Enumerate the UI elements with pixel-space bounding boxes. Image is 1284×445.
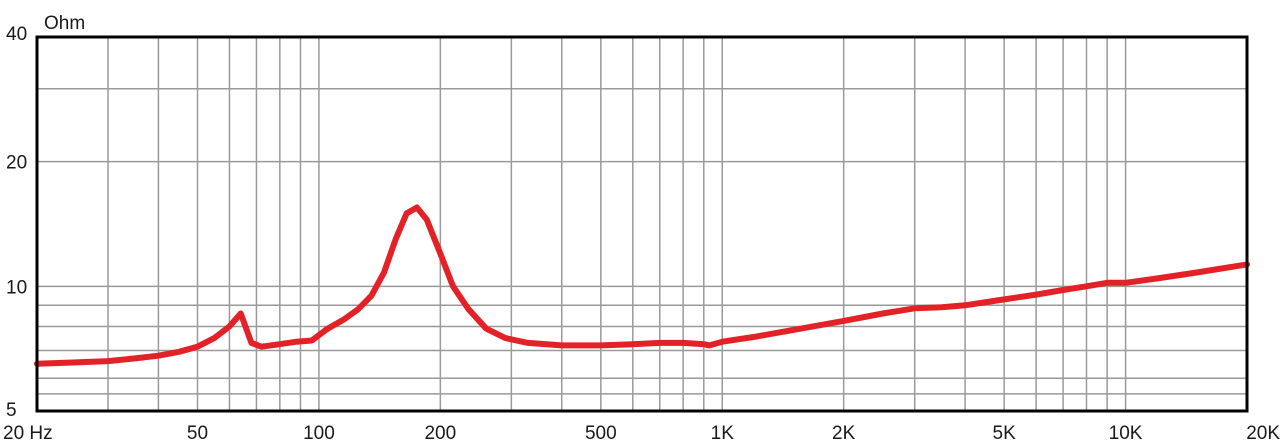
y-tick-label: 10 xyxy=(6,277,27,298)
x-tick-labels: 20 Hz 50 100 200 500 1K 2K 5K 10K 20K xyxy=(3,423,1280,444)
y-tick-label: 5 xyxy=(6,400,17,421)
impedance-curve xyxy=(34,204,1250,367)
x-tick-label: 200 xyxy=(424,423,456,444)
y-tick-label: 40 xyxy=(6,24,27,45)
x-tick-label: 100 xyxy=(303,423,335,444)
grid xyxy=(37,37,1247,411)
y-axis-label: Ohm xyxy=(44,13,85,34)
y-tick-label: 20 xyxy=(6,153,27,174)
x-tick-label: 50 xyxy=(187,423,208,444)
x-tick-label: 1K xyxy=(711,423,735,444)
plot-frame xyxy=(35,35,1249,413)
x-tick-label: 20K xyxy=(1246,423,1280,444)
y-tick-labels: 40 20 10 5 xyxy=(6,24,27,421)
x-tick-label: 500 xyxy=(585,423,617,444)
x-tick-label: 10K xyxy=(1109,423,1143,444)
x-tick-label: 2K xyxy=(832,423,856,444)
x-tick-label: 5K xyxy=(993,423,1017,444)
x-tick-label: 20 Hz xyxy=(3,423,53,444)
